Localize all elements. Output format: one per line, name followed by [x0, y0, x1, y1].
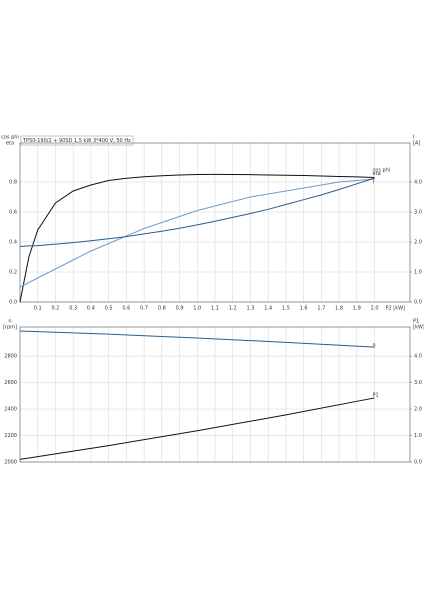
x-tick-label: 0.4	[87, 306, 95, 312]
y2-tick-label: 0.0	[414, 300, 422, 306]
x-tick-label: 0.5	[105, 306, 113, 312]
chart-title: TP50-190/2 + 90SD 1.5 kW 3*400 V, 50 Hz	[22, 138, 131, 144]
y2-axis-label: I	[413, 135, 414, 141]
x-tick-label: 1.5	[282, 306, 290, 312]
x-tick-label: 0.9	[176, 306, 184, 312]
y-tick-label: 0.4	[9, 240, 17, 246]
plot-frame	[19, 326, 411, 463]
x-axis-label: P2 [kW]	[385, 306, 405, 312]
y-axis-label: [rpm]	[3, 325, 17, 331]
title-box	[20, 135, 134, 146]
series-line	[19, 330, 375, 348]
y-tick-label: 2800	[4, 354, 17, 360]
x-tick-label: 2.0	[371, 306, 379, 312]
x-tick-label: 1.0	[193, 306, 201, 312]
y2-tick-label: 4.0	[414, 354, 422, 360]
series-line	[19, 173, 375, 303]
y2-tick-label: 4.0	[414, 180, 422, 186]
y2-tick-label: 1.0	[414, 433, 422, 439]
y2-tick-label: 0.0	[414, 460, 422, 466]
series-label: I	[373, 180, 374, 186]
x-tick-label: 0.1	[34, 306, 42, 312]
y-axis-label: cos phi	[1, 135, 19, 141]
series-label: n	[373, 343, 376, 349]
y2-tick-label: 1.0	[414, 270, 422, 276]
y-tick-label: 2000	[4, 460, 17, 466]
series-label: P1	[373, 392, 379, 398]
x-tick-label: 1.2	[229, 306, 237, 312]
x-tick-label: 1.8	[335, 306, 343, 312]
x-tick-label: 1.9	[353, 306, 361, 312]
y-tick-label: 0.6	[9, 210, 17, 216]
y2-axis-label: [kW]	[413, 325, 424, 331]
y-tick-label: 0.8	[9, 180, 17, 186]
x-tick-label: 0.8	[158, 306, 166, 312]
y2-axis-label: P1	[413, 319, 419, 325]
series-line	[19, 177, 375, 247]
y-tick-label: 0.0	[9, 300, 17, 306]
series-label: cos phi	[373, 168, 391, 174]
series-line	[19, 178, 375, 288]
series-line	[19, 397, 375, 460]
y2-tick-label: 2.0	[414, 407, 422, 413]
y-tick-label: 0.2	[9, 270, 17, 276]
x-tick-label: 1.3	[246, 306, 254, 312]
y-axis-label: n	[8, 319, 11, 325]
x-tick-label: 0.2	[51, 306, 59, 312]
y-tick-label: 2200	[4, 433, 17, 439]
y-tick-label: 2600	[4, 380, 17, 386]
y-axis-label: eta	[6, 141, 14, 147]
series-label: eta	[373, 171, 381, 177]
x-tick-label: 0.7	[140, 306, 148, 312]
x-tick-label: 1.7	[317, 306, 325, 312]
x-tick-label: 1.1	[211, 306, 219, 312]
plot-frame	[19, 142, 411, 303]
x-tick-label: 0.6	[122, 306, 130, 312]
x-tick-label: 1.6	[300, 306, 308, 312]
y2-tick-label: 3.0	[414, 210, 422, 216]
y-tick-label: 2400	[4, 407, 17, 413]
x-tick-label: 0.3	[69, 306, 77, 312]
x-tick-label: 1.4	[264, 306, 272, 312]
y2-tick-label: 3.0	[414, 380, 422, 386]
y2-axis-label: [A]	[413, 141, 420, 147]
y2-tick-label: 2.0	[414, 240, 422, 246]
